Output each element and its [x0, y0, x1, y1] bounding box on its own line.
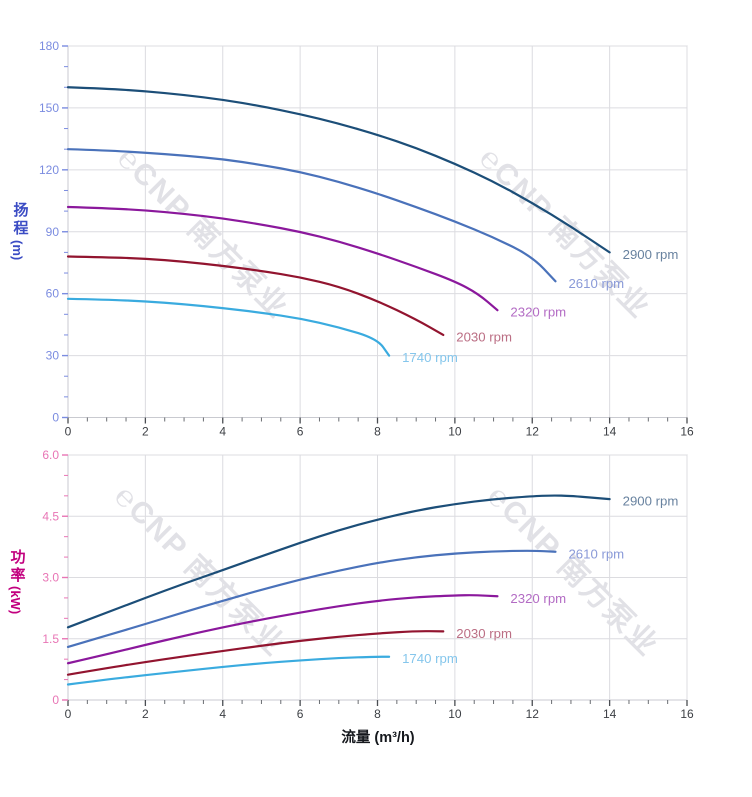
y-tick-label: 6.0 — [42, 448, 59, 462]
x-tick-label: 2 — [142, 425, 149, 439]
series-label-2900-rpm: 2900 rpm — [623, 247, 679, 262]
series-label-2030-rpm: 2030 rpm — [456, 329, 512, 344]
x-tick-label: 14 — [603, 707, 617, 721]
series-curve-2030-rpm — [66, 255, 445, 337]
x-tick-label: 6 — [297, 425, 304, 439]
x-tick-label: 4 — [219, 707, 226, 721]
head-y-axis-title-char-2: 程 — [13, 220, 28, 237]
head-y-axis-unit: (m) — [10, 240, 25, 260]
series-label-2320-rpm: 2320 rpm — [510, 591, 566, 606]
series-label-2320-rpm: 2320 rpm — [510, 305, 566, 320]
series-curve-2900-rpm — [66, 86, 611, 254]
y-tick-label: 180 — [39, 39, 59, 53]
series-label-2030-rpm: 2030 rpm — [456, 626, 512, 641]
x-tick-label: 12 — [526, 707, 540, 721]
series-label-1740-rpm: 1740 rpm — [402, 350, 458, 365]
x-tick-label: 10 — [448, 707, 462, 721]
series-curve-2610-rpm — [66, 549, 557, 649]
flow-axis-title: 流量 (m³/h) — [341, 728, 414, 746]
y-tick-label: 60 — [46, 287, 60, 301]
watermark-text: ℮CNP 南方泵业 — [108, 479, 293, 664]
series-curve-2610-rpm — [66, 148, 557, 283]
y-tick-label: 4.5 — [42, 509, 59, 523]
y-tick-label: 3.0 — [42, 571, 59, 585]
head-y-axis-title-char-1: 扬 — [13, 201, 28, 219]
x-tick-label: 6 — [297, 707, 304, 721]
x-tick-label: 8 — [374, 425, 381, 439]
series-curve-1740-rpm — [66, 297, 391, 357]
y-tick-label: 150 — [39, 101, 59, 115]
y-tick-label: 120 — [39, 163, 59, 177]
series-curve-2320-rpm — [66, 205, 499, 312]
series-label-2900-rpm: 2900 rpm — [623, 494, 679, 509]
x-tick-label: 0 — [65, 707, 72, 721]
y-tick-label: 0 — [52, 411, 59, 425]
y-tick-label: 1.5 — [42, 632, 59, 646]
watermark-text: ℮CNP 南方泵业 — [111, 141, 296, 326]
watermark-text: ℮CNP 南方泵业 — [473, 141, 658, 326]
x-tick-label: 0 — [65, 425, 72, 439]
x-tick-label: 14 — [603, 425, 617, 439]
power-y-axis-title-char-2: 率 — [10, 566, 25, 584]
series-label-2610-rpm: 2610 rpm — [568, 276, 624, 291]
y-tick-label: 0 — [52, 693, 59, 707]
x-tick-label: 8 — [374, 707, 381, 721]
series-curve-2900-rpm — [66, 494, 611, 629]
series-curve-1740-rpm — [66, 655, 391, 686]
power-y-axis-title-char-1: 功 — [10, 549, 25, 566]
x-tick-label: 16 — [680, 425, 694, 439]
y-tick-label: 30 — [46, 349, 60, 363]
power-y-axis-unit: (kW) — [8, 586, 23, 614]
x-tick-label: 12 — [526, 425, 540, 439]
x-tick-label: 4 — [219, 425, 226, 439]
series-label-1740-rpm: 1740 rpm — [402, 651, 458, 666]
series-label-2610-rpm: 2610 rpm — [568, 546, 624, 561]
x-tick-label: 16 — [680, 707, 694, 721]
x-tick-label: 10 — [448, 425, 462, 439]
y-tick-label: 90 — [46, 225, 60, 239]
series-curve-2030-rpm — [66, 630, 445, 676]
head-chart: ℮CNP 南方泵业 ℮CNP 南方泵业 0 2 4 6 8 10 12 14 16 0 30 60 90 12… — [39, 39, 694, 439]
x-tick-label: 2 — [142, 707, 149, 721]
series-curve-2320-rpm — [66, 594, 499, 665]
